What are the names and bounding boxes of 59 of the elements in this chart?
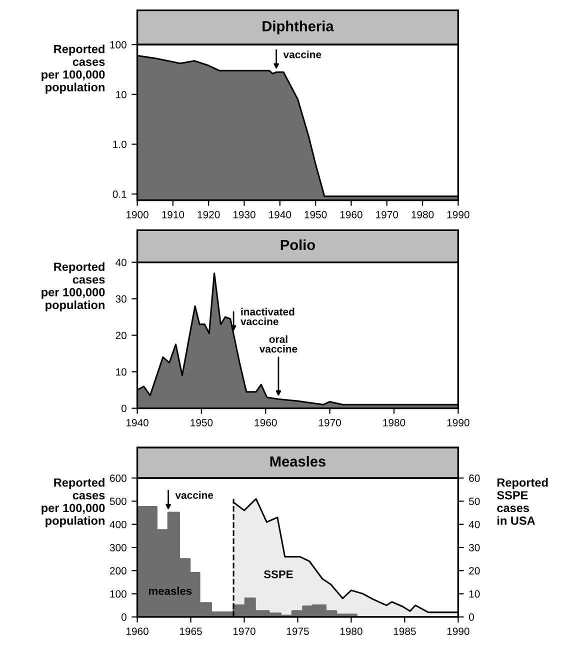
y-tick-label: 20 [116,332,126,340]
x-tick-label: 1965 [180,628,202,635]
x-tick-label: 1990 [447,210,470,218]
x-tick-label: 1950 [304,210,327,218]
x-tick-label: 1960 [126,628,148,635]
y-tick-label: 300 [110,544,126,552]
x-tick-label: 1975 [286,628,309,635]
x-tick-label: 1960 [340,210,362,218]
x-tick-label: 1940 [269,210,292,218]
annotation: vaccine [283,50,322,58]
y-tick-label: 40 [116,258,126,266]
y-axis-title: Reported cases per 100,000 population [42,262,105,312]
y-tick-label: 500 [110,498,126,506]
x-tick-label: 1950 [190,418,213,426]
y-tick-label: 0 [121,404,126,412]
y-axis-title: Reported cases per 100,000 population [42,478,105,528]
x-tick-label: 1990 [447,418,470,426]
x-tick-label: 1985 [394,628,416,635]
x-tick-label: 1960 [254,418,277,426]
chart-title: Diphtheria [262,20,334,34]
x-tick-label: 1980 [340,628,362,635]
x-tick-label: 1920 [198,210,220,218]
y-tick-label: 10 [116,90,126,98]
y2-tick-label: 0 [468,613,474,621]
y-tick-label: 200 [110,567,126,575]
y-tick-label: 100 [110,41,126,48]
annotation: vaccine [175,491,214,499]
x-tick-label: 1980 [383,418,406,426]
x-tick-label: 1900 [126,210,148,218]
x-tick-label: 1930 [233,210,256,218]
y2-tick-label: 30 [468,544,480,552]
y2-tick-label: 40 [468,520,480,528]
x-tick-label: 1970 [319,418,341,426]
y2-tick-label: 20 [469,567,480,575]
x-tick-label: 1980 [412,210,434,218]
y2-tick-label: 10 [469,590,480,598]
y2-tick-label: 50 [469,498,480,506]
y-axis-title: Reported cases per 100,000 population [42,44,105,94]
y-tick-label: 30 [116,295,126,303]
x-tick-label: 1990 [447,628,470,635]
y-tick-label: 600 [110,474,126,482]
y-tick-label: 0.1 [112,190,126,198]
annotation: oral vaccine [259,335,298,353]
y2-axis-title: Reported SSPE cases in USA [497,478,548,525]
x-tick-label: 1910 [162,210,184,218]
y-tick-label: 400 [110,520,126,528]
x-tick-label: 1940 [126,418,148,426]
x-tick-label: 1970 [376,210,398,218]
y-tick-label: 100 [110,590,126,598]
chart-title: Polio [280,239,315,250]
y-tick-label: 10 [116,368,126,376]
series-label: SSPE [264,570,293,578]
y-tick-label: 0 [121,613,126,621]
series-label: measles [148,586,192,595]
annotation: inactivated vaccine [240,308,294,326]
x-tick-label: 1970 [233,628,256,635]
y2-tick-label: 60 [469,474,480,482]
chart-title: Measles [270,456,326,467]
y-tick-label: 1.0 [113,140,126,148]
